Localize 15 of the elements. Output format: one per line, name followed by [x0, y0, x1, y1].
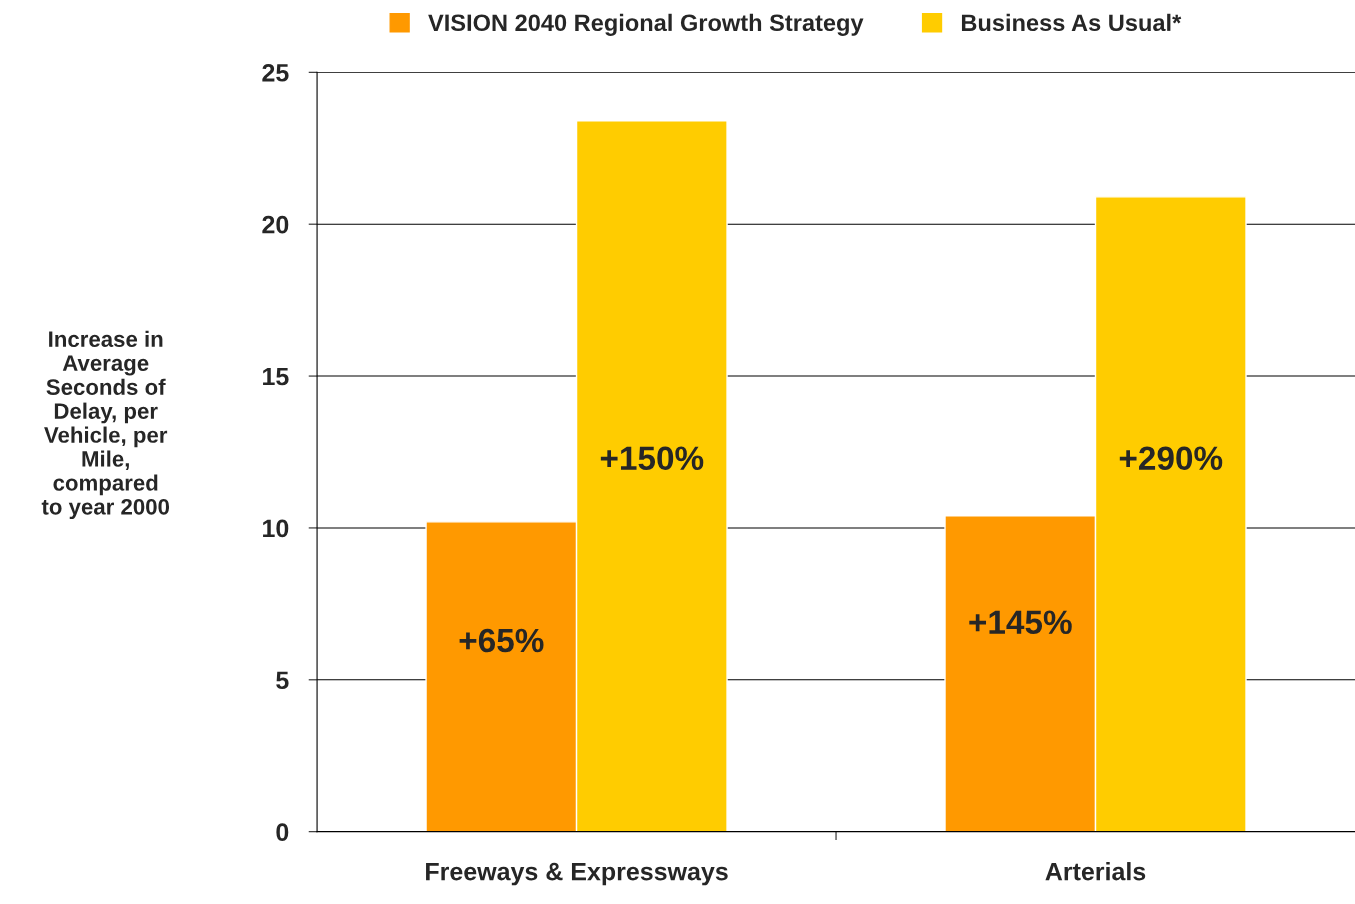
x-tick-label: Freeways & Expressways — [426, 862, 728, 886]
legend-label: Business As Usual* — [961, 13, 1182, 32]
y-tick-label: 10 — [263, 519, 289, 538]
annotation: +150% — [600, 446, 704, 471]
y-axis-title: Increase in Average Seconds of Delay, per Vehicle, per Mile, compared to year 2000 — [41, 330, 170, 520]
y-tick-label: 5 — [276, 671, 289, 690]
y-tick-label: 25 — [262, 63, 289, 82]
annotation: +290% — [1119, 446, 1223, 471]
annotation: +65% — [459, 628, 544, 653]
legend-label: VISION 2040 Regional Growth Strategy — [428, 13, 864, 36]
y-tick-label: 20 — [262, 215, 289, 234]
y-tick-label: 0 — [276, 823, 289, 841]
annotation: +145% — [969, 610, 1072, 635]
x-tick-label: Arterials — [1045, 862, 1146, 881]
y-tick-label: 15 — [263, 367, 289, 386]
